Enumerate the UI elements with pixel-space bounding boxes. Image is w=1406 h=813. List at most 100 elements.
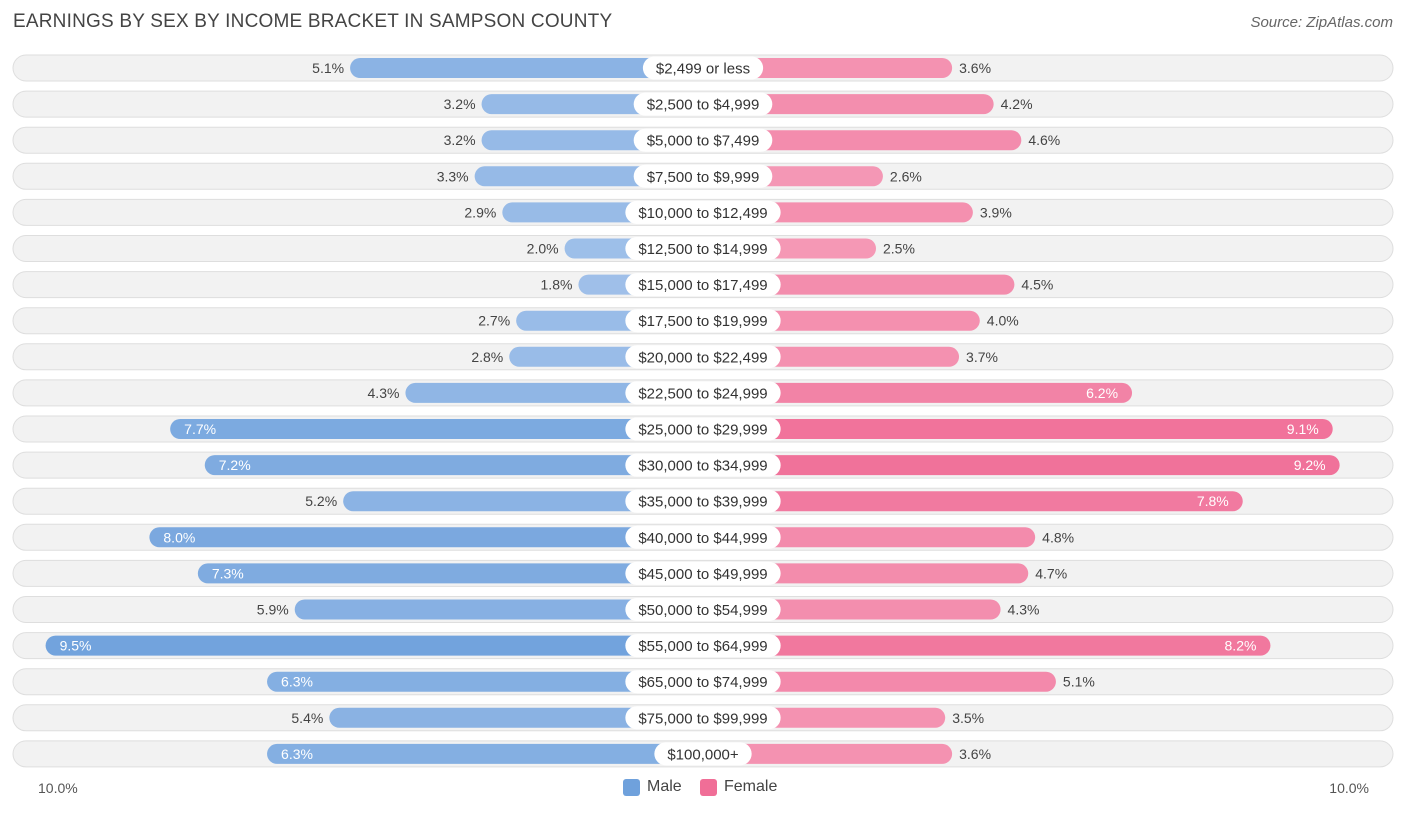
female-bar: [703, 743, 953, 764]
bar-row: 3.3% 2.6% $7,500 to $9,999: [12, 162, 1394, 190]
category-label: $50,000 to $54,999: [638, 602, 767, 619]
male-bar: [329, 707, 703, 728]
female-value-label: 9.1%: [1287, 421, 1319, 437]
female-value-label: 2.5%: [883, 241, 915, 257]
female-value-label: 4.3%: [1008, 602, 1040, 618]
bar-row: 5.9% 4.3% $50,000 to $54,999: [12, 596, 1394, 623]
bar-row: 5.2% 7.8% $35,000 to $39,999: [12, 487, 1394, 515]
female-bar: [703, 382, 1133, 403]
male-value-label: 2.0%: [527, 241, 559, 257]
bar-row: 2.0% 2.5% $12,500 to $14,999: [12, 235, 1394, 262]
legend-item-male[interactable]: Male: [623, 778, 682, 796]
category-pill: [625, 381, 781, 405]
category-pill: [625, 237, 781, 260]
female-bar: [703, 274, 1015, 295]
category-label: $17,500 to $19,999: [638, 313, 767, 330]
category-label: $2,499 or less: [656, 61, 750, 78]
bar-row: 7.3% 4.7% $45,000 to $49,999: [12, 559, 1394, 587]
male-value-label: 5.9%: [257, 602, 289, 618]
male-bar: [343, 491, 703, 512]
male-value-label: 5.1%: [312, 60, 344, 76]
female-bar: [703, 94, 994, 115]
female-value-label: 3.6%: [959, 60, 991, 76]
category-label: $30,000 to $34,999: [638, 458, 767, 475]
category-pill: [625, 706, 781, 730]
female-value-label: 4.2%: [1001, 96, 1033, 112]
female-value-label: 2.6%: [890, 168, 922, 184]
category-label: $75,000 to $99,999: [638, 710, 767, 727]
category-label: $20,000 to $22,499: [638, 349, 767, 366]
bar-row: 6.3% 5.1% $65,000 to $74,999: [12, 668, 1394, 696]
female-bar: [703, 58, 953, 78]
male-value-label: 3.3%: [437, 168, 469, 184]
bar-row: 9.5% 8.2% $55,000 to $64,999: [12, 632, 1394, 660]
male-bar: [350, 58, 703, 78]
female-value-label: 3.5%: [952, 710, 984, 726]
male-bar: [45, 635, 704, 656]
bar-row: 3.2% 4.2% $2,500 to $4,999: [12, 90, 1394, 118]
category-pill: [654, 742, 752, 766]
female-value-label: 3.7%: [966, 349, 998, 365]
female-value-label: 7.8%: [1197, 493, 1229, 509]
bar-row: 5.4% 3.5% $75,000 to $99,999: [12, 704, 1394, 732]
male-value-label: 7.2%: [219, 457, 251, 473]
male-value-label: 9.5%: [60, 638, 92, 654]
bar-row: 7.2% 9.2% $30,000 to $34,999: [12, 451, 1394, 479]
male-value-label: 3.2%: [444, 96, 476, 112]
category-pill: [625, 345, 781, 369]
male-value-label: 2.8%: [471, 349, 503, 365]
male-value-label: 6.3%: [281, 674, 313, 690]
category-pill: [633, 92, 773, 116]
male-value-label: 3.2%: [444, 132, 476, 148]
female-bar: [703, 635, 1271, 656]
category-pill: [625, 489, 781, 513]
female-bar: [703, 527, 1036, 548]
bar-row: 1.8% 4.5% $15,000 to $17,499: [12, 271, 1394, 299]
category-label: $45,000 to $49,999: [638, 566, 767, 583]
female-value-label: 6.2%: [1086, 385, 1118, 401]
male-bar: [149, 527, 703, 548]
category-label: $12,500 to $14,999: [638, 241, 767, 258]
bar-row: 2.8% 3.7% $20,000 to $22,499: [12, 343, 1394, 371]
legend: Male Female: [0, 776, 1406, 800]
category-pill: [633, 164, 773, 188]
female-bar: [703, 419, 1333, 439]
male-bar: [197, 563, 703, 584]
category-pill: [625, 417, 781, 441]
category-label: $2,500 to $4,999: [647, 97, 760, 114]
category-pill: [625, 525, 781, 549]
male-value-label: 5.2%: [305, 493, 337, 509]
female-value-label: 9.2%: [1294, 457, 1326, 473]
category-label: $35,000 to $39,999: [638, 494, 767, 511]
category-pill: [625, 598, 781, 621]
male-bar: [294, 599, 703, 620]
legend-item-female[interactable]: Female: [700, 778, 777, 796]
male-value-label: 1.8%: [541, 277, 573, 293]
category-label: $65,000 to $74,999: [638, 674, 767, 691]
female-value-label: 4.5%: [1021, 277, 1053, 293]
bar-row: 2.7% 4.0% $17,500 to $19,999: [12, 307, 1394, 335]
bar-row: 4.3% 6.2% $22,500 to $24,999: [12, 379, 1394, 407]
female-value-label: 4.0%: [987, 313, 1019, 329]
male-value-label: 4.3%: [368, 385, 400, 401]
category-label: $40,000 to $44,999: [638, 530, 767, 547]
legend-swatch-female: [700, 778, 717, 796]
male-value-label: 7.7%: [184, 421, 216, 437]
axis-left-label: 10.0%: [38, 780, 78, 796]
male-value-label: 7.3%: [212, 565, 244, 581]
female-bar: [703, 130, 1022, 151]
male-bar: [267, 743, 703, 764]
category-label: $25,000 to $29,999: [638, 422, 767, 439]
female-value-label: 8.2%: [1225, 638, 1257, 654]
category-pill: [625, 670, 781, 694]
category-pill: [625, 561, 781, 585]
category-label: $100,000+: [667, 746, 739, 763]
female-bar: [703, 491, 1243, 512]
female-value-label: 3.6%: [959, 746, 991, 762]
male-value-label: 5.4%: [291, 710, 323, 726]
bar-row: 3.2% 4.6% $5,000 to $7,499: [12, 126, 1394, 154]
category-pill: [625, 200, 781, 224]
legend-label-female: Female: [724, 778, 778, 795]
category-label: $55,000 to $64,999: [638, 638, 767, 655]
